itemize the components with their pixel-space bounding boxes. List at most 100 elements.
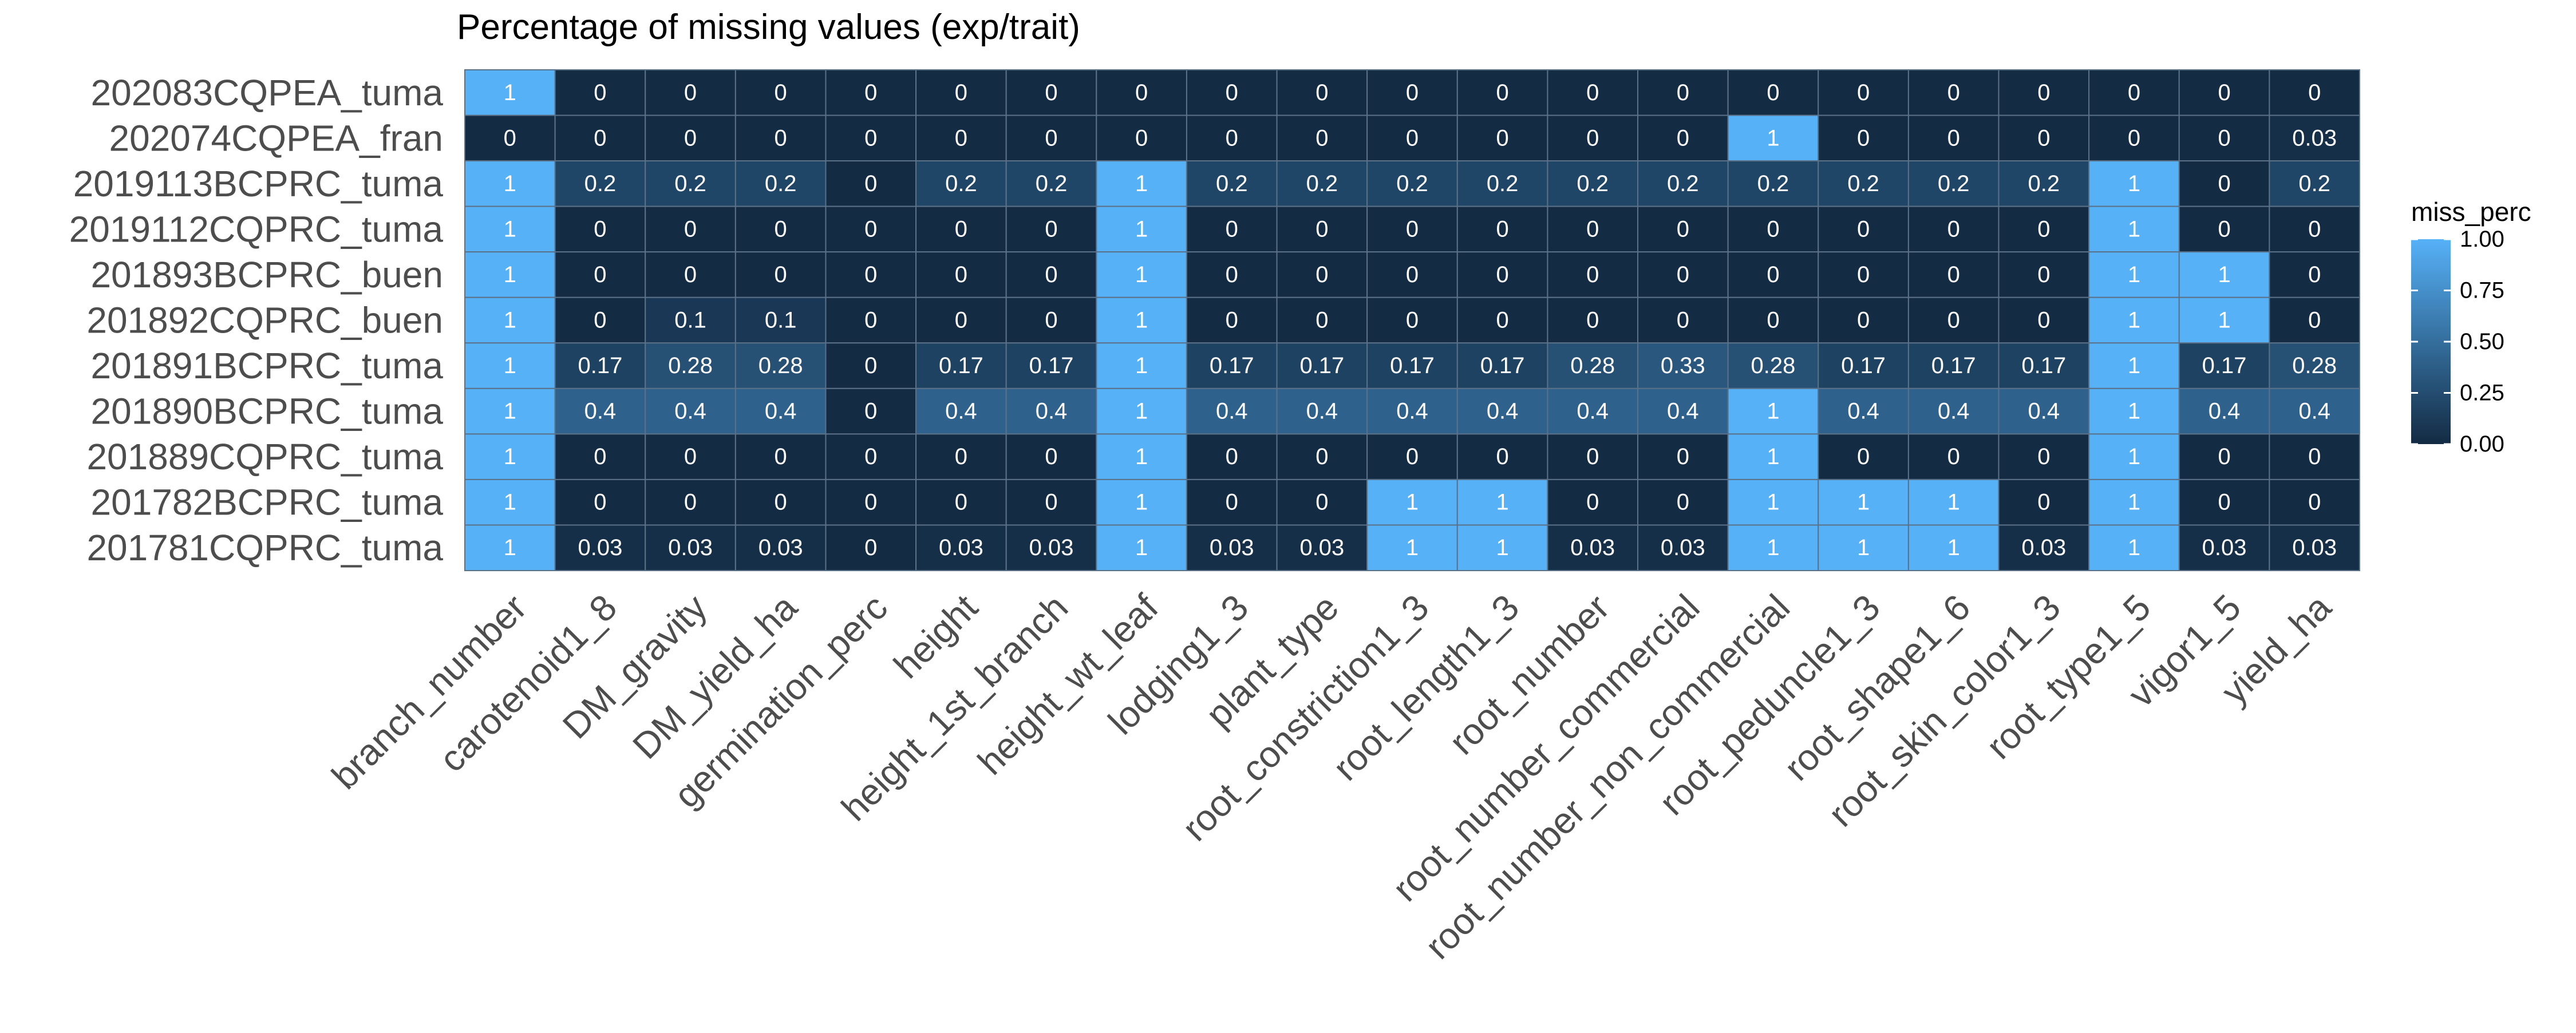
heatmap-cell xyxy=(734,205,827,253)
heatmap-cell xyxy=(1727,387,1819,435)
cell-value: 0 xyxy=(955,216,967,242)
cell-value: 0 xyxy=(2308,308,2321,333)
cell-value: 0.2 xyxy=(1036,171,1068,196)
cell-value: 1 xyxy=(2128,490,2140,515)
cell-value: 0 xyxy=(1406,125,1419,151)
cell-value: 0 xyxy=(2037,125,2050,151)
heatmap-cell xyxy=(2088,160,2180,207)
heatmap-cell xyxy=(1366,296,1458,344)
heatmap-cell xyxy=(1005,524,1097,571)
heatmap-cell xyxy=(1366,524,1458,571)
cell-value: 0.17 xyxy=(2202,353,2247,378)
heatmap-cell xyxy=(1637,205,1729,253)
heatmap-cell xyxy=(1547,478,1639,526)
heatmap-cell xyxy=(1547,342,1639,389)
cell-value: 1 xyxy=(2128,535,2140,560)
cell-value: 0 xyxy=(864,80,877,105)
heatmap-cell xyxy=(2269,478,2360,526)
cell-value: 0.4 xyxy=(1487,399,1519,424)
cell-value: 0 xyxy=(1226,80,1238,105)
cell-value: 0 xyxy=(864,308,877,333)
x-axis-labels: branch_numbercarotenoid1_8DM_gravityDM_y… xyxy=(324,587,2340,967)
cell-value: 0 xyxy=(1496,125,1508,151)
heatmap-cell xyxy=(1005,205,1097,253)
heatmap-cell xyxy=(1276,296,1368,344)
heatmap-cell xyxy=(1727,205,1819,253)
cell-value: 0 xyxy=(1677,444,1689,469)
cell-value: 0 xyxy=(775,216,787,242)
cell-value: 0.2 xyxy=(1757,171,1789,196)
heatmap-cell xyxy=(1998,205,2090,253)
heatmap-cell xyxy=(1727,524,1819,571)
cell-value: 1 xyxy=(504,262,516,287)
cell-value: 0 xyxy=(775,262,787,287)
cell-value: 0.1 xyxy=(674,308,706,333)
heatmap-cell xyxy=(1547,251,1639,298)
cell-value: 0 xyxy=(1226,262,1238,287)
heatmap-cell xyxy=(2269,114,2360,162)
cell-value: 1 xyxy=(504,444,516,469)
cell-value: 0 xyxy=(1045,216,1057,242)
cell-value: 0 xyxy=(684,216,697,242)
heatmap-cell xyxy=(1366,433,1458,480)
heatmap-cell xyxy=(734,160,827,207)
heatmap-cell xyxy=(825,296,917,344)
cell-value: 0 xyxy=(2218,171,2230,196)
heatmap-cell xyxy=(1186,160,1278,207)
heatmap-cell xyxy=(1547,387,1639,435)
heatmap-cell xyxy=(1276,433,1368,480)
cell-value: 0 xyxy=(1857,308,1870,333)
cell-value: 0.2 xyxy=(1396,171,1428,196)
cell-value: 1 xyxy=(1135,535,1148,560)
heatmap-cell xyxy=(1096,114,1187,162)
heatmap-cell xyxy=(734,524,827,571)
cell-value: 1 xyxy=(1947,535,1960,560)
cell-value: 0.03 xyxy=(2292,535,2337,560)
cell-value: 0 xyxy=(1767,80,1779,105)
row-label: 201781CQPRC_tuma xyxy=(86,527,443,568)
heatmap-cell xyxy=(1637,433,1729,480)
cell-value: 0.4 xyxy=(674,399,706,424)
heatmap-cell xyxy=(2269,387,2360,435)
heatmap-cell xyxy=(2269,296,2360,344)
cell-value: 1 xyxy=(1767,535,1779,560)
heatmap-cell xyxy=(1818,205,1909,253)
heatmap-cell xyxy=(1907,478,2000,526)
heatmap-cell xyxy=(1547,433,1639,480)
cell-value: 0.03 xyxy=(668,535,713,560)
cell-value: 0.28 xyxy=(668,353,713,378)
heatmap-cell xyxy=(734,251,827,298)
cell-value: 1 xyxy=(2218,262,2230,287)
legend-tick-label: 0.75 xyxy=(2460,278,2504,303)
heatmap-cell xyxy=(2178,387,2270,435)
cell-value: 0 xyxy=(1947,308,1960,333)
heatmap-cell xyxy=(2269,342,2360,389)
heatmap-cell xyxy=(1005,114,1097,162)
cell-value: 0 xyxy=(1586,262,1599,287)
cell-value: 0.03 xyxy=(1299,535,1344,560)
cell-value: 0.17 xyxy=(1029,353,1074,378)
cell-value: 0.03 xyxy=(758,535,803,560)
cell-value: 1 xyxy=(1135,171,1148,196)
heatmap-cell xyxy=(1998,114,2090,162)
cell-value: 0.2 xyxy=(1577,171,1609,196)
cell-value: 0 xyxy=(1677,490,1689,515)
heatmap-cell xyxy=(1096,524,1187,571)
heatmap-cell xyxy=(2178,433,2270,480)
cell-value: 0.03 xyxy=(2292,125,2337,151)
heatmap-cell xyxy=(1005,296,1097,344)
heatmap-cell xyxy=(1096,160,1187,207)
heatmap-cell xyxy=(554,478,646,526)
cell-value: 0 xyxy=(1677,216,1689,242)
heatmap-cell xyxy=(1276,387,1368,435)
row-label: 201890BCPRC_tuma xyxy=(91,391,444,432)
cell-value: 1 xyxy=(504,490,516,515)
cell-value: 0 xyxy=(1315,262,1328,287)
heatmap-cell xyxy=(2088,114,2180,162)
cell-value: 1 xyxy=(1857,490,1870,515)
cell-value: 0 xyxy=(684,262,697,287)
cell-value: 0.17 xyxy=(578,353,622,378)
cell-value: 0 xyxy=(1315,490,1328,515)
cell-value: 0 xyxy=(1677,80,1689,105)
